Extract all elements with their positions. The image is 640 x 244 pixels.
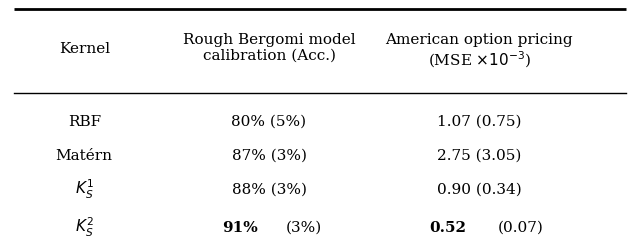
Text: Kernel: Kernel <box>59 42 110 56</box>
Text: 87% (3%): 87% (3%) <box>232 149 307 163</box>
Text: $K_S^1$: $K_S^1$ <box>75 178 93 201</box>
Text: (0.07): (0.07) <box>498 221 543 235</box>
Text: Rough Bergomi model
calibration (Acc.): Rough Bergomi model calibration (Acc.) <box>182 33 355 63</box>
Text: 80% (5%): 80% (5%) <box>232 115 307 129</box>
Text: RBF: RBF <box>68 115 100 129</box>
Text: (3%): (3%) <box>286 221 322 235</box>
Text: American option pricing
(MSE $\times 10^{-3}$): American option pricing (MSE $\times 10^… <box>385 33 573 70</box>
Text: 88% (3%): 88% (3%) <box>232 182 307 196</box>
Text: 91%: 91% <box>223 221 258 235</box>
Text: $K_S^2$: $K_S^2$ <box>75 216 93 239</box>
Text: 0.90 (0.34): 0.90 (0.34) <box>437 182 522 196</box>
Text: 0.52: 0.52 <box>429 221 466 235</box>
Text: 1.07 (0.75): 1.07 (0.75) <box>437 115 522 129</box>
Text: Matérn: Matérn <box>56 149 113 163</box>
Text: 2.75 (3.05): 2.75 (3.05) <box>437 149 522 163</box>
